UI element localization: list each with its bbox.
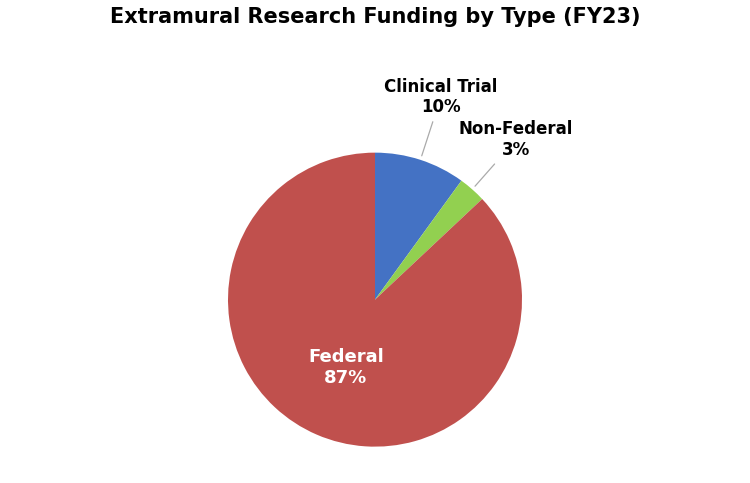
Text: Non-Federal
3%: Non-Federal 3% [459,120,573,186]
Title: Extramural Research Funding by Type (FY23): Extramural Research Funding by Type (FY2… [110,7,640,27]
Wedge shape [375,153,461,299]
Text: Federal
87%: Federal 87% [308,348,384,386]
Wedge shape [375,181,482,299]
Text: Clinical Trial
10%: Clinical Trial 10% [384,78,497,156]
Wedge shape [228,153,522,447]
